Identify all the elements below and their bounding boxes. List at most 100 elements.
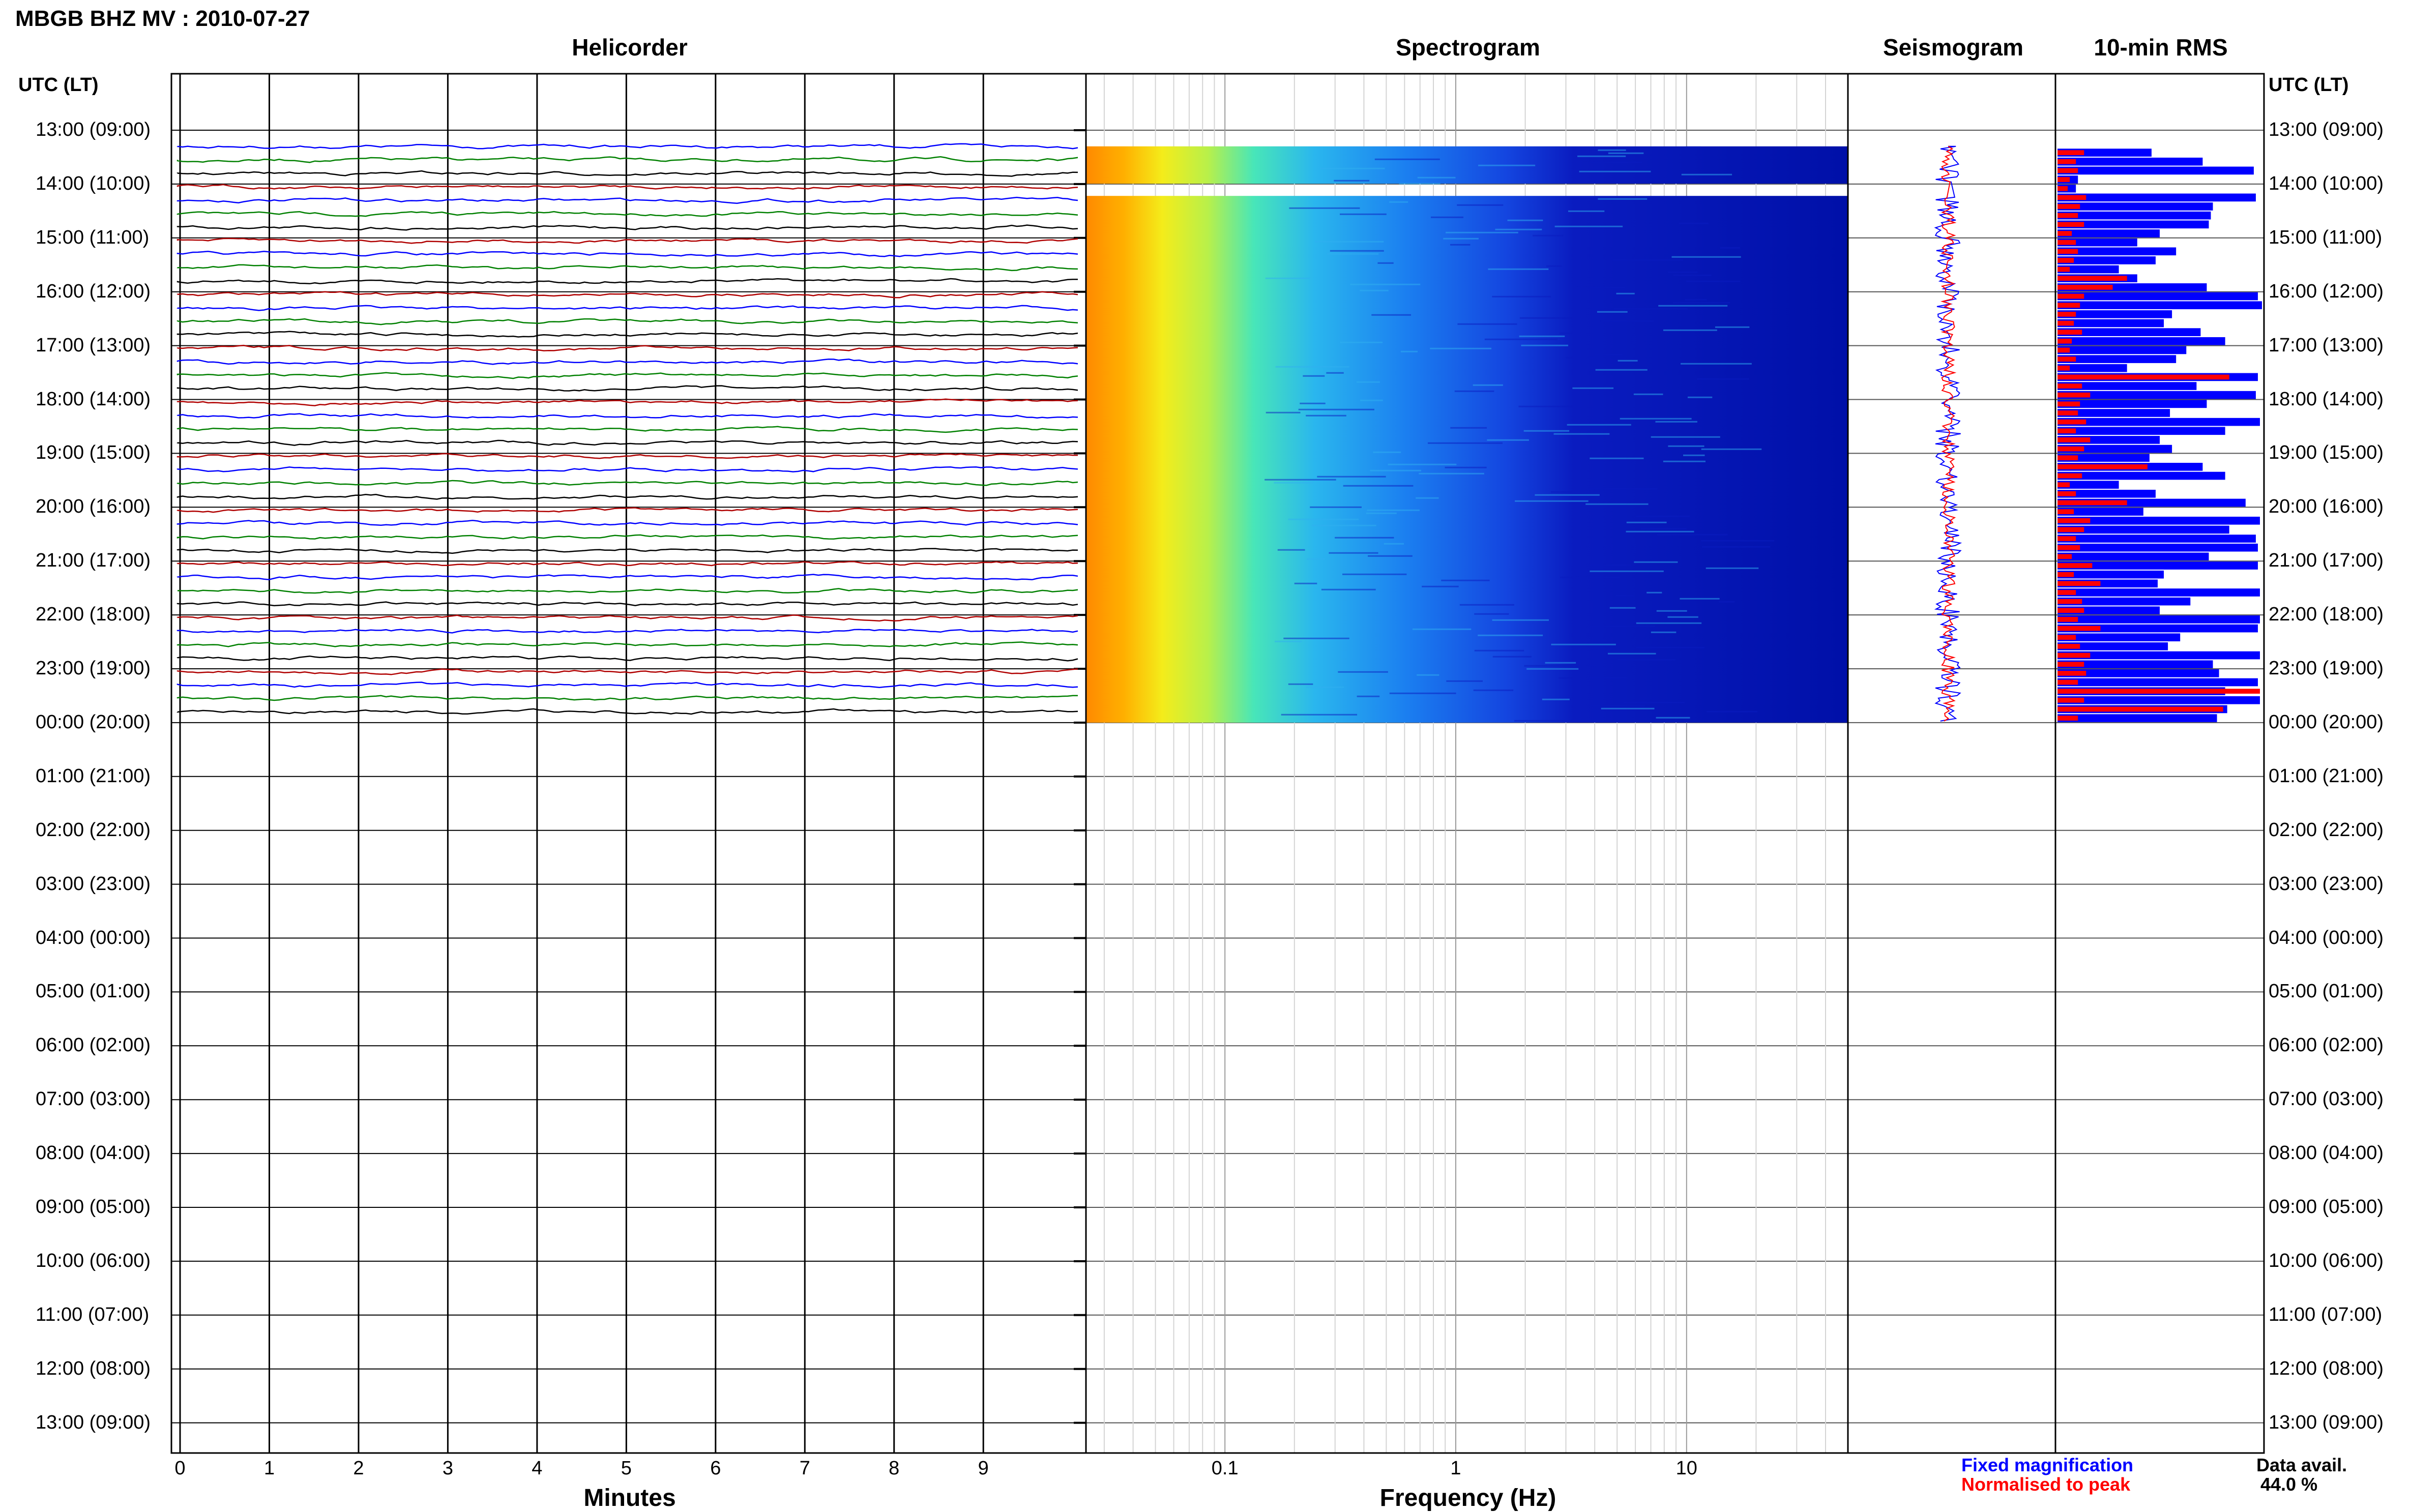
rms-bar-normalised <box>2057 240 2076 245</box>
spectrogram-texture <box>1683 454 1705 456</box>
spectrogram-texture <box>1667 616 1698 618</box>
spectrogram-texture <box>1601 707 1655 709</box>
rms-bar-normalised <box>2057 482 2070 487</box>
spectrogram-texture <box>1651 631 1677 633</box>
spectrogram-texture <box>1329 552 1378 554</box>
rms-bar-normalised <box>2057 410 2078 416</box>
helicorder-trace <box>177 224 1078 231</box>
spectrogram-texture <box>1457 323 1517 325</box>
rms-bar-normalised <box>2057 716 2078 721</box>
spectrogram-texture <box>1443 238 1479 240</box>
spectrogram-texture <box>1373 451 1401 453</box>
rms-bar-fixed <box>2057 508 2143 516</box>
rms-bar-normalised <box>2057 186 2068 191</box>
frequency-tick-label: 1 <box>1450 1458 1461 1479</box>
data-avail-label: Data avail. <box>2256 1455 2347 1475</box>
spectrogram-texture <box>1419 472 1484 475</box>
spectrogram-image <box>1086 146 1848 723</box>
spectrogram-texture <box>1542 698 1570 700</box>
spectrogram-texture <box>1646 591 1662 594</box>
helicorder-trace <box>177 655 1078 662</box>
spectrogram-texture <box>1572 387 1614 389</box>
rms-bar-fixed <box>2057 588 2260 597</box>
time-tick-label: 17:00 (13:00) <box>2269 334 2384 356</box>
spectrogram-texture <box>1338 671 1388 673</box>
spectrogram-texture <box>1656 717 1690 719</box>
spectrogram-texture <box>1623 701 1685 703</box>
helicorder-trace <box>177 278 1078 285</box>
rms-bar-fixed <box>2057 211 2211 220</box>
spectrogram-texture <box>1663 460 1706 462</box>
rms-bar-fixed <box>2057 157 2203 166</box>
helicorder-trace <box>177 264 1078 272</box>
spectrogram-texture <box>1701 540 1775 542</box>
rms-bar-normalised <box>2057 581 2101 586</box>
spectrogram-texture <box>1614 308 1688 310</box>
rms-bar-normalised <box>2057 697 2084 703</box>
spectrogram-texture <box>1680 598 1720 600</box>
time-tick-label: 23:00 (19:00) <box>2269 658 2384 679</box>
rms-bar-normalised <box>2057 635 2076 640</box>
spectrogram-texture <box>1450 427 1487 429</box>
rms-bar-normalised <box>2057 563 2093 568</box>
rms-bar-normalised <box>2057 464 2148 469</box>
spectrogram-texture <box>1681 173 1732 175</box>
helicorder-trace <box>177 561 1078 567</box>
spectrogram-texture <box>1515 500 1589 502</box>
spectrogram-texture <box>1416 497 1439 499</box>
helicorder-trace <box>177 358 1078 365</box>
rms-bar-normalised <box>2057 473 2082 479</box>
spectrogram-texture <box>1294 582 1317 584</box>
legend-normalised: Normalised to peak <box>1961 1474 2131 1495</box>
time-tick-label: 11:00 (07:00) <box>2269 1303 2383 1325</box>
helicorder-trace <box>177 453 1078 459</box>
spectrogram-texture <box>1590 570 1664 572</box>
spectrogram-texture <box>1312 524 1376 526</box>
helicorder-trace <box>177 681 1078 688</box>
helicorder-title: Helicorder <box>572 34 688 61</box>
time-tick-label: 13:00 (09:00) <box>2269 119 2384 140</box>
time-tick-label: 13:00 (09:00) <box>2269 1411 2384 1433</box>
spectrogram-texture <box>1656 610 1687 612</box>
spectrogram-texture <box>1488 268 1549 270</box>
spectrogram-texture <box>1478 634 1543 636</box>
rms-bar-normalised <box>2057 608 2084 613</box>
spectrogram-texture <box>1521 344 1568 346</box>
spectrogram-texture <box>1519 317 1590 319</box>
spectrogram-texture <box>1545 662 1576 664</box>
helicorder-trace <box>177 629 1078 634</box>
rms-bar-normalised <box>2057 204 2080 209</box>
time-tick-label: 22:00 (18:00) <box>36 604 151 626</box>
spectrogram-texture <box>1566 357 1596 359</box>
rms-bar-fixed <box>2057 696 2260 704</box>
spectrogram-texture <box>1430 347 1492 349</box>
spectrogram-texture <box>1559 677 1628 679</box>
spectrogram-texture <box>1551 643 1616 645</box>
rms-bar-normalised <box>2057 599 2082 604</box>
spectrogram-texture <box>1590 457 1644 459</box>
time-tick-label: 06:00 (02:00) <box>2269 1034 2384 1056</box>
helicorder-trace <box>177 291 1078 299</box>
helicorder-trace <box>177 466 1078 472</box>
spectrogram-texture <box>1350 283 1421 285</box>
spectrogram-texture <box>1579 170 1651 172</box>
spectrogram-texture <box>1492 619 1549 621</box>
spectrogram-texture <box>1585 503 1649 505</box>
spectrogram-texture <box>1412 628 1472 630</box>
helicorder-trace <box>177 331 1078 338</box>
seismogram-normalised-trace <box>1940 145 1957 722</box>
spectrogram-texture <box>1667 271 1698 273</box>
minute-tick-label: 8 <box>889 1458 900 1479</box>
rms-bar-fixed <box>2057 319 2164 328</box>
helicorder-trace <box>177 439 1078 446</box>
spectrogram-texture <box>1334 180 1370 182</box>
spectrogram-texture <box>1720 247 1740 249</box>
spectrogram-texture <box>1431 216 1464 218</box>
helicorder-trace <box>177 548 1078 554</box>
spectrogram-texture <box>1474 613 1509 615</box>
time-tick-label: 00:00 (20:00) <box>2269 711 2384 733</box>
rms-bar-fixed <box>2057 454 2150 462</box>
spectrogram-texture <box>1339 213 1387 215</box>
rms-bar-normalised <box>2057 617 2078 622</box>
spectrogram-texture <box>1492 295 1551 298</box>
